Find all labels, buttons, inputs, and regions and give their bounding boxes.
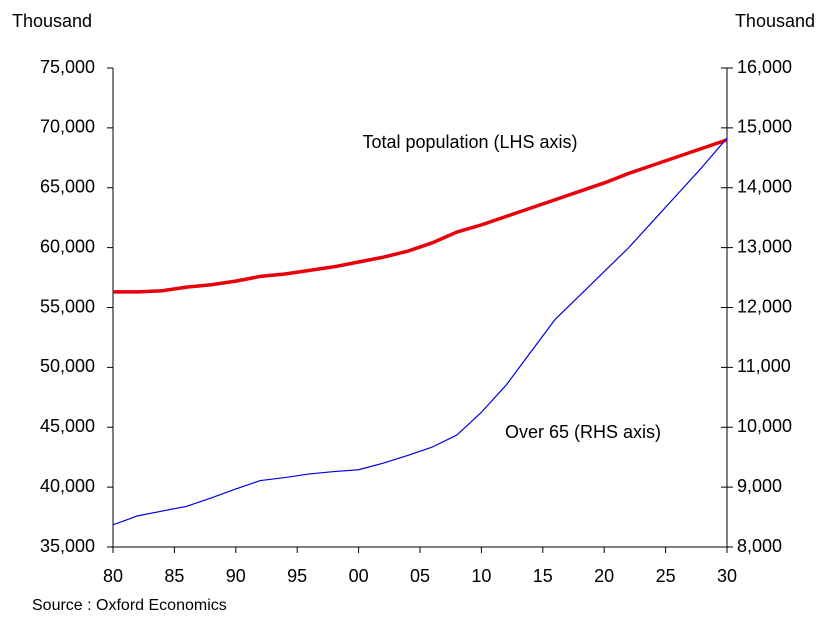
x-tick-label: 25 xyxy=(656,566,676,586)
y-axis-label: Thousand xyxy=(12,11,92,31)
x-tick-label: 90 xyxy=(226,566,246,586)
y2-tick-label: 9,000 xyxy=(737,476,782,496)
y-tick-label: 65,000 xyxy=(40,177,95,197)
y-tick-label: 75,000 xyxy=(40,57,95,77)
y2-tick-label: 16,000 xyxy=(737,57,792,77)
series-label: Over 65 (RHS axis) xyxy=(505,422,661,442)
y2-tick-label: 14,000 xyxy=(737,177,792,197)
x-tick-label: 00 xyxy=(349,566,369,586)
y-tick-label: 60,000 xyxy=(40,236,95,256)
y-tick-label: 45,000 xyxy=(40,416,95,436)
x-tick-label: 95 xyxy=(287,566,307,586)
y2-tick-label: 15,000 xyxy=(737,117,792,137)
series-line xyxy=(112,137,728,526)
x-tick-label: 15 xyxy=(533,566,553,586)
y2-axis-label: Thousand xyxy=(735,11,815,31)
y-tick-label: 35,000 xyxy=(40,536,95,556)
x-tick-label: 80 xyxy=(103,566,123,586)
y-tick-label: 50,000 xyxy=(40,356,95,376)
series-label: Total population (LHS axis) xyxy=(362,132,577,152)
y-tick-label: 55,000 xyxy=(40,296,95,316)
y2-tick-label: 12,000 xyxy=(737,296,792,316)
series-line xyxy=(113,138,728,294)
y2-tick-label: 11,000 xyxy=(737,356,791,376)
y2-tick-label: 13,000 xyxy=(737,236,792,256)
x-tick-label: 10 xyxy=(471,566,491,586)
y2-tick-label: 8,000 xyxy=(737,536,782,556)
x-tick-label: 05 xyxy=(410,566,430,586)
source-note: Source : Oxford Economics xyxy=(32,597,227,614)
x-tick-label: 20 xyxy=(594,566,614,586)
y-tick-label: 70,000 xyxy=(40,117,95,137)
x-tick-label: 85 xyxy=(164,566,184,586)
y-tick-label: 40,000 xyxy=(40,476,95,496)
y2-tick-label: 10,000 xyxy=(737,416,792,436)
x-tick-label: 30 xyxy=(717,566,737,586)
